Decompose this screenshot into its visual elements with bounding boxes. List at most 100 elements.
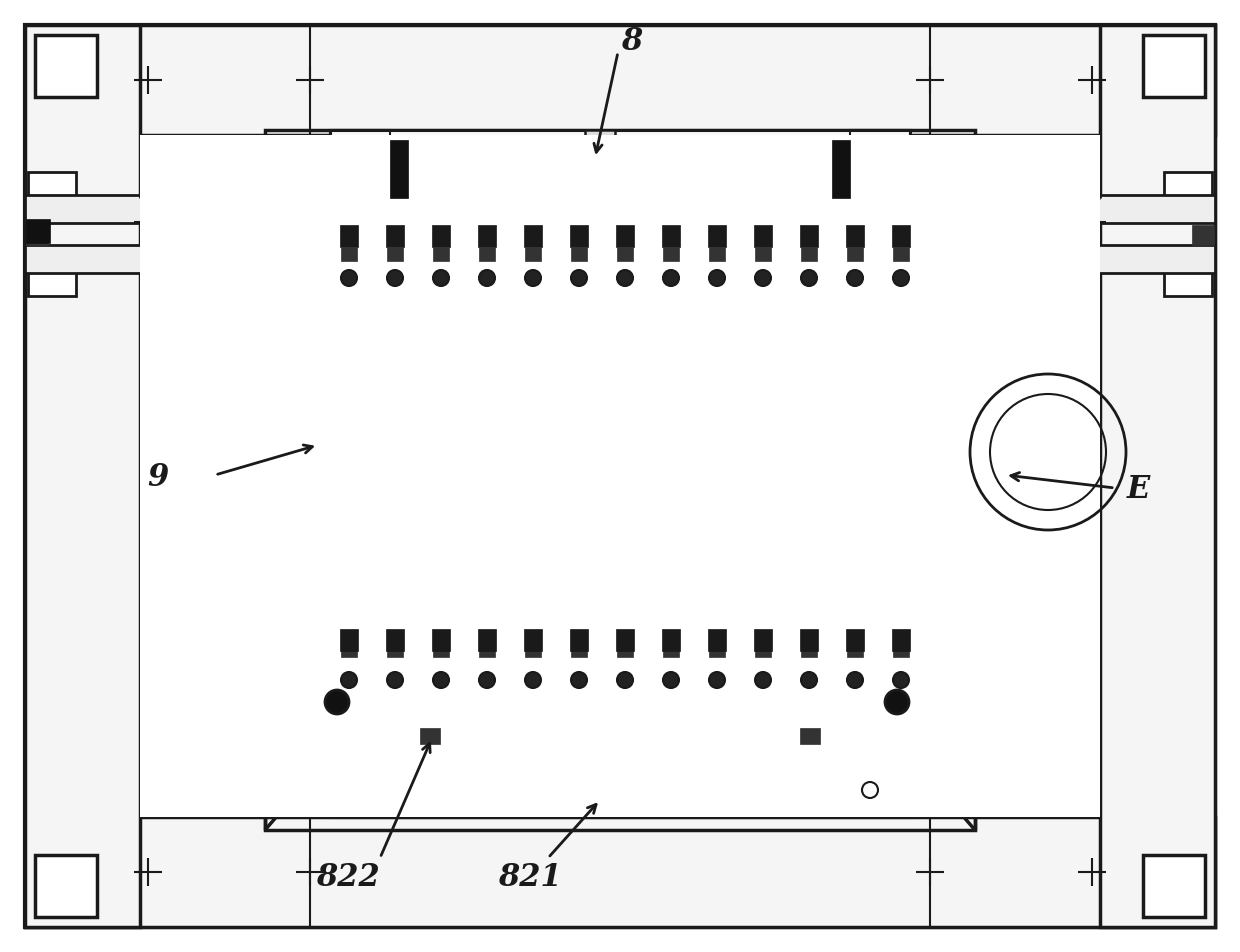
Bar xyxy=(479,643,495,657)
Bar xyxy=(570,629,588,651)
Bar xyxy=(340,629,358,651)
Bar xyxy=(800,728,820,744)
Bar xyxy=(25,245,280,273)
Bar xyxy=(895,290,957,682)
Bar xyxy=(330,722,910,817)
Bar xyxy=(265,270,360,702)
Bar xyxy=(1143,35,1205,97)
Circle shape xyxy=(325,690,348,714)
Bar xyxy=(25,817,1215,927)
Bar xyxy=(330,197,910,215)
Bar xyxy=(387,643,403,657)
Bar xyxy=(29,172,76,220)
Bar xyxy=(386,629,404,651)
Bar xyxy=(709,643,725,657)
Bar xyxy=(570,643,587,657)
Bar xyxy=(893,643,909,657)
Circle shape xyxy=(525,672,541,688)
Bar xyxy=(570,225,588,247)
Bar xyxy=(432,629,450,651)
Bar xyxy=(345,170,895,192)
Bar xyxy=(570,247,587,261)
Bar xyxy=(386,225,404,247)
Circle shape xyxy=(801,672,817,688)
Bar xyxy=(585,130,615,148)
Bar xyxy=(272,278,350,694)
Bar xyxy=(340,225,358,247)
Bar xyxy=(25,25,1215,135)
Bar xyxy=(280,290,342,682)
Bar xyxy=(754,225,773,247)
Bar xyxy=(1164,172,1211,220)
Circle shape xyxy=(893,672,909,688)
Bar xyxy=(35,855,97,917)
Bar xyxy=(433,247,449,261)
Circle shape xyxy=(433,672,449,688)
Bar xyxy=(525,629,542,651)
Bar xyxy=(846,629,864,651)
Circle shape xyxy=(893,270,909,286)
Bar xyxy=(960,520,1040,550)
Circle shape xyxy=(479,270,495,286)
Bar xyxy=(140,135,1100,817)
Bar xyxy=(800,629,818,651)
Circle shape xyxy=(341,270,357,286)
Circle shape xyxy=(479,672,495,688)
Bar xyxy=(618,643,632,657)
Bar xyxy=(887,278,965,694)
Bar xyxy=(960,245,1215,273)
Bar xyxy=(892,629,910,651)
Text: E: E xyxy=(1126,474,1149,506)
Bar xyxy=(345,730,895,744)
Bar xyxy=(893,247,909,261)
Bar xyxy=(709,247,725,261)
Circle shape xyxy=(663,270,680,286)
Circle shape xyxy=(709,672,725,688)
Bar xyxy=(708,629,725,651)
Bar xyxy=(265,130,975,830)
Bar xyxy=(25,25,140,927)
Bar xyxy=(345,138,895,168)
Bar xyxy=(849,130,910,150)
Bar xyxy=(1192,225,1214,245)
Bar xyxy=(1164,248,1211,296)
Bar xyxy=(960,340,1040,370)
Bar xyxy=(880,270,975,702)
Bar xyxy=(35,35,97,97)
Circle shape xyxy=(618,270,632,286)
Bar xyxy=(754,629,773,651)
Bar xyxy=(618,247,632,261)
Bar xyxy=(708,225,725,247)
Circle shape xyxy=(387,270,403,286)
Bar xyxy=(616,629,634,651)
Bar xyxy=(800,225,818,247)
Bar xyxy=(330,215,910,227)
Circle shape xyxy=(755,672,771,688)
Bar xyxy=(960,290,1040,320)
Text: 821: 821 xyxy=(498,863,562,894)
Bar xyxy=(345,748,895,762)
Bar xyxy=(847,247,863,261)
Circle shape xyxy=(801,270,817,286)
Bar xyxy=(960,620,1040,700)
Bar xyxy=(345,784,895,798)
Circle shape xyxy=(847,672,863,688)
Bar xyxy=(662,225,680,247)
Bar xyxy=(1021,285,1075,715)
Bar xyxy=(26,219,50,243)
Circle shape xyxy=(847,270,863,286)
Bar xyxy=(525,247,541,261)
Bar xyxy=(345,766,895,780)
Circle shape xyxy=(525,270,541,286)
Bar xyxy=(892,225,910,247)
Bar xyxy=(360,270,880,702)
Bar xyxy=(25,195,280,223)
Bar xyxy=(341,643,357,657)
Bar xyxy=(330,704,910,722)
Circle shape xyxy=(755,270,771,286)
Bar xyxy=(330,130,910,200)
Circle shape xyxy=(433,270,449,286)
Bar xyxy=(663,643,680,657)
Bar xyxy=(341,247,357,261)
Bar xyxy=(960,195,1215,223)
